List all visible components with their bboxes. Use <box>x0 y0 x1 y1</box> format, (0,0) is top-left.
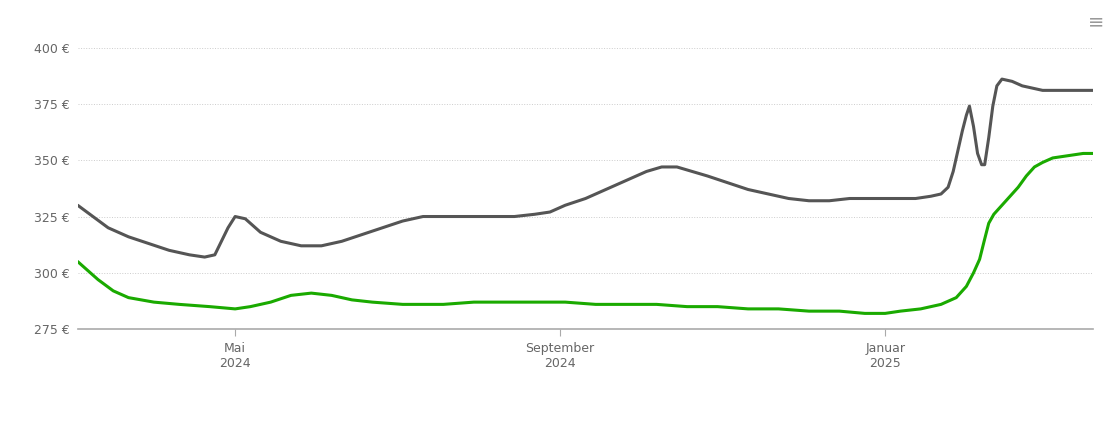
Text: ≡: ≡ <box>1088 13 1104 32</box>
